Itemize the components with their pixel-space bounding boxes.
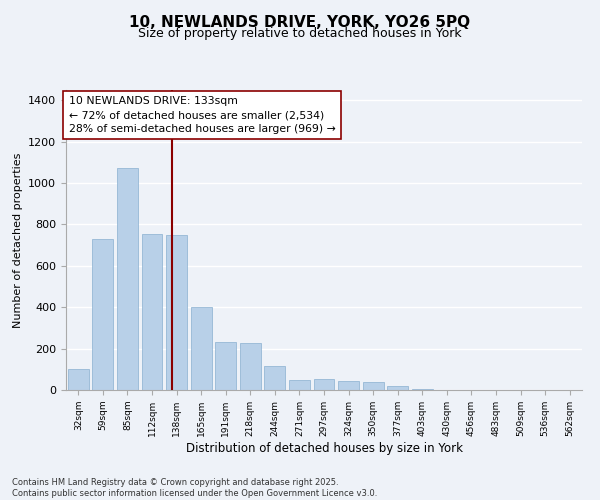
Bar [362,382,383,390]
Bar [117,168,138,390]
Bar [215,342,236,390]
Bar [412,389,433,390]
Bar [142,234,163,390]
Bar [68,370,89,390]
Bar [92,239,113,390]
Text: 10 NEWLANDS DRIVE: 133sqm
← 72% of detached houses are smaller (2,534)
28% of se: 10 NEWLANDS DRIVE: 133sqm ← 72% of detac… [68,96,335,134]
Text: Contains HM Land Registry data © Crown copyright and database right 2025.
Contai: Contains HM Land Registry data © Crown c… [12,478,377,498]
Bar [387,386,408,390]
X-axis label: Distribution of detached houses by size in York: Distribution of detached houses by size … [185,442,463,454]
Bar [191,307,212,390]
Bar [166,235,187,390]
Bar [289,380,310,390]
Bar [265,366,286,390]
Y-axis label: Number of detached properties: Number of detached properties [13,152,23,328]
Bar [314,378,334,390]
Text: Size of property relative to detached houses in York: Size of property relative to detached ho… [138,28,462,40]
Bar [338,380,359,390]
Bar [240,343,261,390]
Text: 10, NEWLANDS DRIVE, YORK, YO26 5PQ: 10, NEWLANDS DRIVE, YORK, YO26 5PQ [130,15,470,30]
